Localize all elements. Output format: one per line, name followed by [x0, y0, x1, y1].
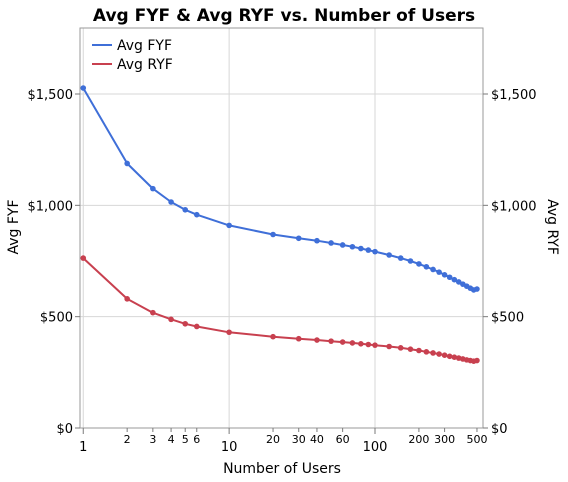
- x-minor-tick-label-11: 500: [466, 433, 487, 446]
- y-left-tick-label-0: $0: [56, 422, 73, 437]
- series-0-point-14: [365, 247, 372, 253]
- series-1-point-20: [423, 349, 430, 355]
- series-0-point-20: [423, 263, 430, 270]
- series-1-point-23: [441, 352, 448, 358]
- x-major-tick-label-2: 100: [363, 440, 388, 455]
- y-right-tick-label-3: $1,500: [491, 88, 537, 103]
- series-1-point-12: [349, 340, 356, 346]
- series-0-point-12: [349, 243, 356, 250]
- series-0-point-3: [168, 199, 174, 205]
- series-1-point-4: [182, 320, 189, 327]
- y-axis-left-ticks: $0 $500 $1,000 $1,500: [28, 88, 80, 437]
- x-minor-tick-label-3: 5: [182, 433, 189, 446]
- series-1-point-7: [270, 333, 276, 340]
- series-1-point-5: [193, 323, 200, 330]
- series-1-point-19: [416, 347, 422, 354]
- x-minor-tick-label-4: 6: [193, 433, 200, 446]
- series-1-point-2: [150, 309, 156, 316]
- series-0-point-13: [358, 245, 364, 252]
- series-0-point-11: [339, 242, 346, 248]
- legend-label-ryf: Avg RYF: [117, 57, 173, 73]
- x-minor-tick-label-8: 60: [336, 433, 350, 446]
- series-0-point-7: [270, 231, 276, 238]
- y-right-tick-label-2: $1,000: [491, 199, 537, 214]
- series-0-point-16: [386, 252, 392, 258]
- y-axis-left-label: Avg FYF: [6, 199, 22, 254]
- series-0-point-24: [446, 274, 453, 281]
- series-0-point-6: [226, 222, 232, 229]
- series-0-point-18: [407, 258, 414, 264]
- series-0-point-22: [436, 269, 442, 275]
- x-major-tick-label-1: 10: [221, 440, 238, 455]
- series-1-point-9: [314, 337, 320, 343]
- x-minor-tick-label-9: 200: [408, 433, 429, 446]
- series-1-point-14: [365, 341, 372, 348]
- series-1-point-31: [474, 357, 480, 364]
- x-minor-tick-label-10: 300: [434, 433, 455, 446]
- x-axis-label: Number of Users: [223, 461, 341, 477]
- x-minor-tick-label-5: 20: [266, 433, 280, 446]
- series-0-point-2: [150, 185, 156, 192]
- x-minor-tick-label-7: 40: [310, 433, 324, 446]
- series-0-point-15: [372, 248, 378, 255]
- series-1-point-17: [397, 345, 404, 351]
- x-minor-tick-label-1: 3: [149, 433, 156, 446]
- series-0-point-21: [430, 266, 436, 273]
- series-1-point-10: [328, 338, 334, 344]
- series-0-point-5: [193, 211, 200, 218]
- series-1-point-15: [372, 342, 378, 348]
- legend: Avg FYF Avg RYF: [92, 38, 173, 73]
- y-right-tick-label-0: $0: [491, 422, 508, 437]
- x-axis-ticks: 1 10 100 2 3 4 5 6 20 30 40 60 200 300 500: [79, 428, 487, 455]
- series-0-point-19: [416, 261, 422, 267]
- series-1-point-3: [168, 316, 174, 323]
- series-1-point-11: [339, 339, 346, 345]
- series-0-point-31: [474, 286, 480, 292]
- legend-label-fyf: Avg FYF: [117, 38, 172, 54]
- series-layer: [80, 85, 480, 365]
- x-minor-tick-label-2: 4: [168, 433, 175, 446]
- plot-area-frame: [79, 27, 484, 429]
- series-1-point-24: [446, 353, 453, 360]
- y-axis-right-ticks: $0 $500 $1,000 $1,500: [483, 88, 537, 437]
- series-1-point-0: [80, 255, 87, 261]
- series-1-point-25: [451, 354, 458, 360]
- y-left-tick-label-3: $1,500: [28, 88, 74, 103]
- series-0-point-8: [295, 235, 302, 242]
- series-0-point-4: [182, 206, 189, 213]
- x-major-tick-label-0: 1: [79, 440, 87, 455]
- series-1-point-6: [226, 329, 232, 336]
- series-0-point-1: [124, 160, 130, 167]
- series-0-point-23: [441, 272, 448, 278]
- y-axis-right-label: Avg RYF: [544, 199, 560, 255]
- series-0-point-25: [451, 276, 458, 283]
- series-0-point-10: [328, 240, 334, 246]
- series-0-point-26: [455, 279, 462, 285]
- y-left-tick-label-1: $500: [40, 311, 73, 326]
- series-0-point-9: [314, 237, 320, 244]
- series-1-point-16: [386, 343, 392, 350]
- series-1-point-1: [124, 296, 130, 302]
- series-1-point-21: [430, 350, 436, 356]
- series-1-point-13: [358, 341, 364, 347]
- series-1-point-8: [295, 335, 302, 342]
- series-0-point-17: [397, 255, 404, 261]
- chart-title: Avg FYF & Avg RYF vs. Number of Users: [93, 6, 475, 26]
- x-minor-tick-label-0: 2: [124, 433, 131, 446]
- series-1-point-18: [407, 346, 414, 352]
- y-right-tick-label-1: $500: [491, 311, 524, 326]
- y-left-tick-label-2: $1,000: [28, 199, 74, 214]
- series-0-point-0: [80, 85, 87, 91]
- series-1-point-22: [436, 351, 442, 357]
- x-minor-tick-label-6: 30: [292, 433, 306, 446]
